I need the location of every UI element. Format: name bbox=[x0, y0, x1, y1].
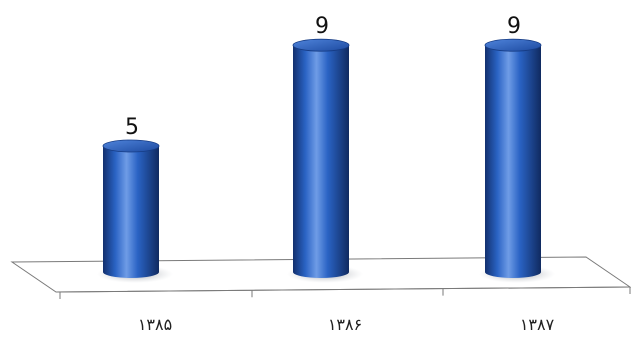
data-label: 9 bbox=[315, 14, 329, 39]
category-label: ۱۳۸۵ bbox=[138, 315, 172, 334]
x-axis-line bbox=[55, 286, 631, 293]
category-label: ۱۳۸۶ bbox=[328, 315, 362, 334]
category-labels: ۱۳۸۵ ۱۳۸۶ ۱۳۸۷ bbox=[138, 315, 555, 334]
bar bbox=[97, 139, 173, 283]
bar bbox=[479, 38, 555, 283]
bar-body bbox=[103, 146, 159, 278]
data-label: 5 bbox=[125, 115, 139, 140]
category-label: ۱۳۸۷ bbox=[520, 315, 555, 334]
bar-top bbox=[102, 139, 160, 153]
bar-body bbox=[293, 45, 349, 279]
bar-body bbox=[485, 45, 541, 279]
bar-top bbox=[484, 38, 542, 52]
bar-top bbox=[292, 38, 350, 52]
data-label: 9 bbox=[507, 14, 521, 39]
x-axis-ticks bbox=[59, 287, 631, 299]
bar bbox=[287, 38, 363, 283]
data-labels: 5 9 9 bbox=[125, 14, 521, 140]
bar-series bbox=[97, 38, 555, 283]
